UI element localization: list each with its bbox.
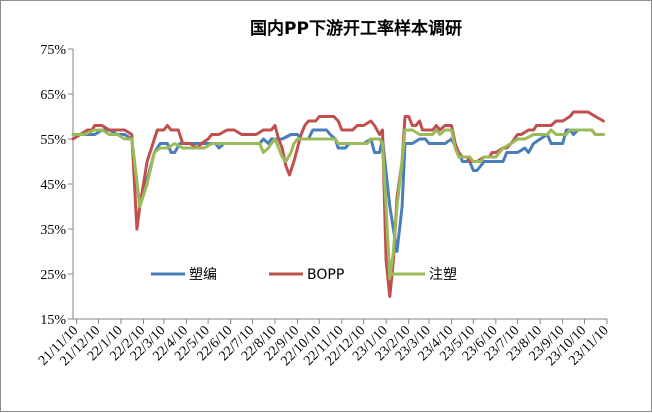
y-tick-label: 65% (40, 88, 66, 103)
legend: 塑编 BOPP 注塑 (151, 267, 457, 283)
y-tick-label: 55% (40, 133, 66, 148)
y-tick-label: 35% (40, 223, 66, 238)
y-tick-label: 25% (40, 268, 66, 283)
y-tick-label: 75% (40, 43, 66, 58)
chart-title: 国内PP下游开工率样本调研 (250, 18, 462, 39)
legend-label-3: 注塑 (429, 267, 457, 283)
legend-label-2: BOPP (307, 267, 344, 283)
series-line-3 (71, 128, 605, 280)
y-tick-label: 45% (40, 178, 66, 193)
plot-series (71, 110, 605, 298)
y-tick-label: 15% (40, 313, 66, 328)
plot-axes: 15%25%35%45%55%65%75%21/11/1021/12/1022/… (36, 43, 612, 369)
legend-label-1: 塑编 (189, 267, 217, 283)
